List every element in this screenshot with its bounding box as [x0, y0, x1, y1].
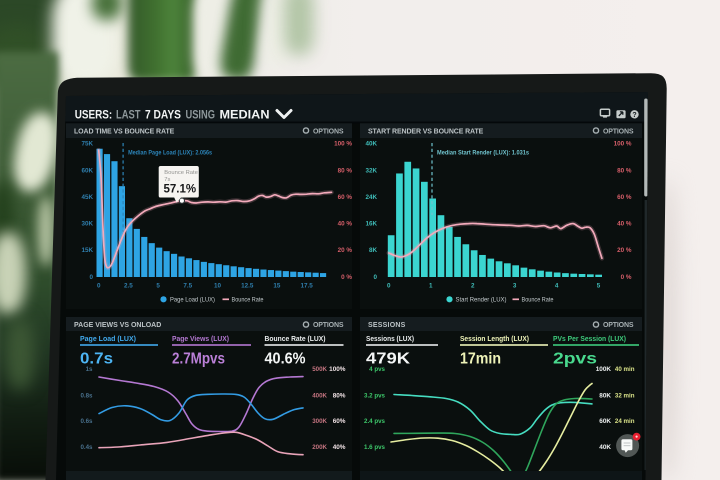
svg-text:2.4 pvs: 2.4 pvs: [364, 418, 386, 425]
svg-text:Page Load (LUX): Page Load (LUX): [170, 297, 215, 304]
svg-text:0: 0: [97, 283, 101, 290]
svg-text:24 min: 24 min: [615, 418, 635, 425]
svg-text:60 %: 60 %: [338, 194, 353, 201]
svg-text:60%: 60%: [333, 418, 346, 425]
svg-text:100K: 100K: [596, 366, 612, 373]
svg-text:2.7Mpvs: 2.7Mpvs: [172, 350, 225, 367]
svg-text:2: 2: [471, 283, 475, 290]
svg-text:USERS:: USERS:: [75, 107, 113, 121]
svg-text:45K: 45K: [81, 194, 93, 201]
svg-text:0 %: 0 %: [621, 274, 632, 281]
svg-text:12.5: 12.5: [241, 283, 254, 290]
svg-text:0: 0: [387, 283, 391, 290]
svg-text:2.5: 2.5: [124, 283, 133, 290]
svg-text:20 %: 20 %: [617, 247, 632, 254]
svg-text:40 min: 40 min: [615, 366, 635, 373]
svg-text:400K: 400K: [312, 392, 327, 399]
svg-text:20 %: 20 %: [338, 247, 353, 254]
svg-text:0.8s: 0.8s: [80, 392, 93, 399]
svg-text:OPTIONS: OPTIONS: [603, 322, 634, 329]
svg-text:60K: 60K: [81, 167, 93, 174]
svg-text:4: 4: [555, 283, 559, 290]
svg-text:100 %: 100 %: [614, 141, 632, 148]
svg-text:7s: 7s: [164, 177, 170, 183]
svg-text:30K: 30K: [81, 221, 93, 228]
svg-text:10: 10: [214, 283, 222, 290]
svg-text:LOAD TIME VS BOUNCE RATE: LOAD TIME VS BOUNCE RATE: [74, 129, 175, 136]
svg-text:Session Length (LUX): Session Length (LUX): [460, 334, 530, 343]
svg-text:0.6s: 0.6s: [80, 418, 93, 425]
svg-text:17.5: 17.5: [300, 283, 313, 290]
svg-text:479K: 479K: [366, 350, 411, 367]
svg-text:Bounce Rate: Bounce Rate: [522, 297, 554, 304]
svg-text:4 pvs: 4 pvs: [369, 366, 385, 373]
svg-text:5: 5: [597, 283, 601, 290]
svg-text:80 %: 80 %: [338, 167, 353, 174]
svg-text:300K: 300K: [312, 418, 327, 425]
svg-text:40 %: 40 %: [617, 221, 632, 228]
svg-text:16K: 16K: [365, 221, 377, 228]
svg-text:OPTIONS: OPTIONS: [313, 322, 344, 329]
svg-text:75K: 75K: [81, 141, 93, 148]
svg-text:Bounce Rate: Bounce Rate: [232, 297, 264, 304]
svg-text:1: 1: [429, 283, 433, 290]
svg-text:40.6%: 40.6%: [265, 350, 306, 367]
svg-text:0: 0: [89, 274, 93, 281]
svg-text:15: 15: [273, 283, 281, 290]
svg-text:100 %: 100 %: [334, 141, 352, 148]
svg-text:17min: 17min: [460, 350, 501, 367]
svg-text:32K: 32K: [365, 167, 377, 174]
svg-text:LAST: LAST: [116, 107, 141, 121]
svg-text:60K: 60K: [599, 418, 611, 425]
svg-text:PVs Per Session (LUX): PVs Per Session (LUX): [553, 334, 627, 343]
svg-text:40 %: 40 %: [338, 221, 353, 228]
svg-text:MEDIAN: MEDIAN: [220, 107, 270, 121]
svg-text:USING: USING: [186, 107, 216, 121]
svg-text:15K: 15K: [81, 247, 93, 254]
svg-text:OPTIONS: OPTIONS: [313, 128, 344, 135]
svg-text:Bounce Rate (LUX): Bounce Rate (LUX): [265, 334, 327, 343]
svg-text:0 %: 0 %: [341, 274, 352, 281]
svg-text:5: 5: [156, 283, 160, 290]
svg-text:500K: 500K: [312, 366, 327, 373]
svg-text:57.1%: 57.1%: [164, 184, 197, 196]
svg-text:0: 0: [373, 274, 377, 281]
svg-text:200K: 200K: [312, 444, 327, 451]
svg-text:Median Start Render (LUX): 1.0: Median Start Render (LUX): 1.031s: [437, 150, 529, 157]
svg-text:40%: 40%: [333, 444, 346, 451]
svg-text:SESSIONS: SESSIONS: [368, 322, 406, 329]
svg-text:3: 3: [513, 283, 517, 290]
svg-text:Page Load (LUX): Page Load (LUX): [80, 334, 137, 343]
svg-text:1.6 pvs: 1.6 pvs: [364, 444, 386, 451]
svg-text:1s: 1s: [86, 366, 93, 373]
svg-text:40K: 40K: [599, 444, 611, 451]
svg-text:0.7s: 0.7s: [80, 350, 113, 367]
svg-text:PAGE VIEWS VS ONLOAD: PAGE VIEWS VS ONLOAD: [74, 322, 162, 329]
svg-text:3.2 pvs: 3.2 pvs: [364, 392, 386, 399]
svg-text:40K: 40K: [365, 141, 377, 148]
svg-text:START RENDER VS BOUNCE RATE: START RENDER VS BOUNCE RATE: [368, 129, 484, 136]
svg-text:2pvs: 2pvs: [553, 350, 597, 367]
svg-text:24K: 24K: [365, 194, 377, 201]
svg-text:7.5: 7.5: [183, 283, 192, 290]
svg-text:Bounce Rate: Bounce Rate: [164, 170, 198, 176]
svg-text:80 %: 80 %: [617, 167, 632, 174]
svg-text:Start Render (LUX): Start Render (LUX): [456, 297, 507, 304]
svg-text:80%: 80%: [333, 392, 346, 399]
svg-text:80K: 80K: [599, 392, 611, 399]
svg-text:32 min: 32 min: [615, 392, 635, 399]
svg-text:Sessions (LUX): Sessions (LUX): [366, 334, 415, 343]
svg-text:7 DAYS: 7 DAYS: [145, 107, 181, 121]
svg-text:Median Page Load (LUX): 2.056s: Median Page Load (LUX): 2.056s: [128, 150, 212, 157]
svg-text:OPTIONS: OPTIONS: [603, 128, 634, 135]
svg-text:60 %: 60 %: [617, 194, 632, 201]
svg-text:?: ?: [632, 112, 636, 119]
svg-text:0.4s: 0.4s: [80, 444, 93, 451]
svg-text:100%: 100%: [329, 366, 346, 373]
svg-text:Page Views (LUX): Page Views (LUX): [172, 334, 230, 343]
svg-text:8K: 8K: [369, 247, 378, 254]
